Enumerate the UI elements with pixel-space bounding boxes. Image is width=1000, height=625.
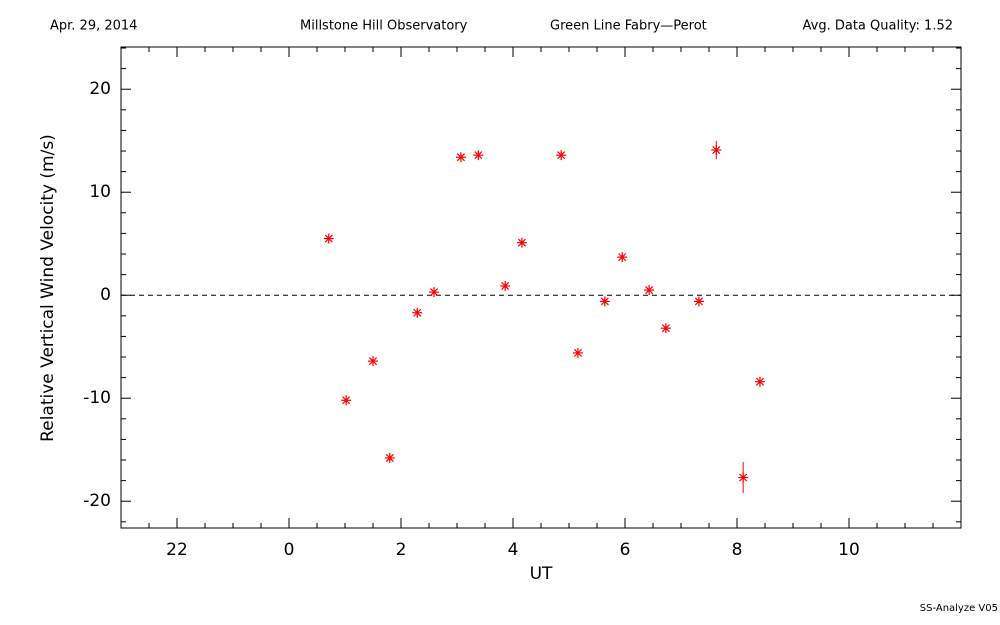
instrument: Green Line Fabry—Perot	[550, 19, 707, 34]
point	[341, 395, 352, 406]
star-stroke	[712, 145, 721, 155]
point	[711, 144, 722, 155]
x-tick-label: 4	[508, 540, 519, 560]
x-tick-label: 0	[284, 540, 295, 560]
star-stroke	[501, 281, 510, 290]
star-stroke	[456, 153, 465, 162]
point	[660, 323, 671, 334]
site: Millstone Hill Observatory	[300, 19, 468, 34]
point	[412, 307, 423, 318]
star-stroke	[645, 286, 654, 295]
point	[556, 150, 567, 161]
point	[738, 472, 749, 483]
point	[455, 152, 466, 163]
star-stroke	[430, 288, 439, 297]
star-stroke	[474, 151, 483, 160]
point	[693, 296, 704, 307]
star-stroke	[385, 453, 394, 462]
y-tick-label: 10	[89, 182, 111, 202]
point	[644, 285, 655, 296]
y-tick-label: -20	[83, 491, 111, 511]
y-tick-label: -10	[83, 388, 111, 408]
star-stroke	[661, 324, 670, 333]
point	[384, 452, 395, 463]
x-tick-label: 10	[838, 540, 860, 560]
star-stroke	[618, 253, 627, 262]
y-axis-label: Relative Vertical Wind Velocity (m/s)	[38, 134, 58, 442]
star-stroke	[739, 473, 748, 482]
y-tick-label: 0	[100, 285, 111, 305]
point	[368, 356, 378, 367]
star-stroke	[324, 234, 333, 243]
point	[617, 252, 628, 263]
point	[429, 287, 440, 298]
footer: SS-Analyze V05	[920, 603, 998, 614]
x-tick-label: 2	[396, 540, 407, 560]
point	[754, 376, 765, 387]
point	[323, 233, 334, 244]
point	[473, 150, 484, 161]
star-stroke	[517, 238, 526, 247]
quality: Avg. Data Quality: 1.52	[803, 19, 953, 34]
point	[572, 347, 583, 358]
x-tick-label: 6	[620, 540, 631, 560]
star-stroke	[368, 357, 378, 366]
star-stroke	[342, 396, 351, 405]
star-stroke	[557, 151, 566, 160]
star-stroke	[573, 348, 582, 357]
x-tick-label: 22	[166, 540, 188, 560]
date: Apr. 29, 2014	[50, 19, 137, 34]
star-stroke	[755, 377, 764, 386]
x-axis-label: UT	[530, 564, 553, 584]
star-stroke	[413, 308, 422, 317]
x-tick-label: 8	[732, 540, 743, 560]
star-stroke	[694, 297, 703, 306]
star-stroke	[600, 297, 609, 306]
y-tick-label: 20	[89, 79, 111, 99]
point	[516, 237, 527, 248]
point	[599, 296, 610, 307]
point	[500, 280, 511, 291]
